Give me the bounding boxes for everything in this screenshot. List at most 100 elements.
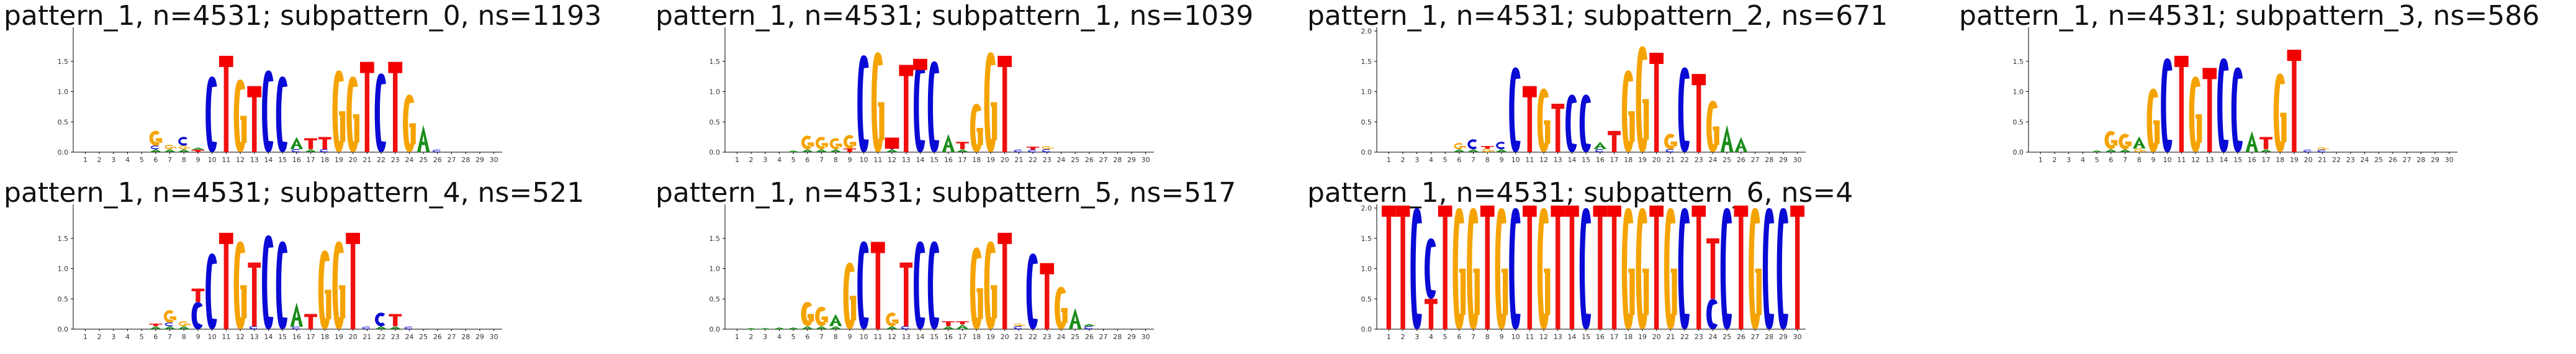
letter-t <box>1382 208 1395 329</box>
letter-g <box>2317 147 2329 150</box>
letter-a <box>163 326 176 329</box>
letter-c <box>1509 67 1521 152</box>
logo-column <box>1678 67 1690 152</box>
axes: 0.00.51.01.51 2 3 4 5 6 7 8 9 10 11 12 13 14 15 16 17 18 1… <box>58 27 502 164</box>
x-tick-label: 12 <box>1539 156 1548 164</box>
logo-column <box>1790 206 1804 329</box>
x-tick-label: 26 <box>1085 333 1094 341</box>
x-tick-label: 7 <box>168 156 172 164</box>
letter-a <box>177 326 191 329</box>
x-tick-label: 10 <box>1511 156 1520 164</box>
letter-a <box>149 326 163 329</box>
logo-stacks <box>149 55 441 153</box>
x-tick-label: 24 <box>1056 156 1065 164</box>
letter-g <box>1706 101 1719 152</box>
x-tick-label: 27 <box>1099 333 1108 341</box>
x-tick-label: 15 <box>278 156 287 164</box>
letter-t <box>220 58 233 152</box>
logo-column <box>913 58 927 152</box>
logo-column <box>1523 86 1537 152</box>
letter-g <box>801 135 814 150</box>
x-tick-label: 29 <box>1127 333 1136 341</box>
logo-column <box>1480 206 1495 329</box>
x-tick-label: 16 <box>292 333 301 341</box>
x-tick-label: 12 <box>888 156 896 164</box>
logo-column <box>1762 208 1775 329</box>
x-tick-label: 18 <box>972 156 981 164</box>
logo-stacks <box>1382 206 1804 329</box>
y-tick-label: 0.5 <box>709 118 721 126</box>
letter-t <box>1551 208 1565 329</box>
letter-a <box>2104 149 2118 152</box>
logo-column <box>219 55 233 152</box>
logo-column <box>163 145 176 152</box>
letter-g <box>2273 73 2287 152</box>
logo-column <box>374 73 387 152</box>
letter-a <box>1068 307 1082 329</box>
y-tick-label: 1.5 <box>1361 58 1372 66</box>
x-tick-label: 20 <box>1652 156 1661 164</box>
letter-g <box>970 247 983 329</box>
logo-column <box>1026 147 1040 153</box>
x-tick-label: 25 <box>1723 333 1731 341</box>
logo-column <box>871 52 885 152</box>
x-tick-label: 27 <box>1751 333 1760 341</box>
highlight-marker <box>2202 68 2217 79</box>
letter-c <box>927 61 940 152</box>
x-tick-label: 5 <box>140 156 144 164</box>
x-tick-label: 16 <box>944 156 953 164</box>
x-tick-label: 27 <box>448 156 456 164</box>
letter-c <box>1014 150 1022 153</box>
logo-column <box>1777 208 1788 329</box>
logo-column <box>1593 142 1607 153</box>
logo-column <box>1382 206 1396 329</box>
logo-panel-subpattern-5: pattern_1, n=4531; subpattern_5, ns=517 … <box>652 177 1272 354</box>
letter-c <box>2231 67 2243 152</box>
logo-column <box>1720 208 1732 329</box>
letter-c <box>1084 326 1092 330</box>
x-tick-label: 11 <box>873 156 882 164</box>
logo-column <box>262 235 274 330</box>
x-tick-label: 4 <box>777 333 781 341</box>
x-tick-label: 19 <box>335 156 343 164</box>
logo-column <box>1579 208 1592 329</box>
x-tick-label: 22 <box>377 333 385 341</box>
x-tick-label: 10 <box>2163 156 2172 164</box>
logo-column <box>1042 146 1054 153</box>
logo-column <box>304 138 317 152</box>
letter-a <box>1734 137 1748 152</box>
sequence-logo-chart: 0.00.51.01.51 2 3 4 5 6 7 8 9 10 11 12 13 14 15 16 17 18 1… <box>58 27 502 164</box>
x-tick-label: 21 <box>363 156 371 164</box>
letter-g <box>1042 146 1054 150</box>
logo-column <box>1607 206 1621 329</box>
y-tick-label: 1.5 <box>2013 58 2024 66</box>
x-tick-label: 15 <box>930 156 939 164</box>
logo-column <box>2104 130 2118 152</box>
y-tick-label: 1.5 <box>58 58 69 66</box>
logo-column <box>801 302 814 329</box>
x-tick-label: 6 <box>1457 156 1461 164</box>
x-tick-label: 8 <box>834 156 838 164</box>
letter-c <box>292 149 300 153</box>
x-tick-label: 19 <box>2290 156 2299 164</box>
x-tick-label: 6 <box>805 156 809 164</box>
x-tick-label: 24 <box>405 156 413 164</box>
logo-column <box>2119 134 2132 152</box>
x-tick-label: 13 <box>250 333 259 341</box>
x-tick-label: 9 <box>196 333 200 341</box>
x-tick-label: 25 <box>1723 156 1731 164</box>
logo-stacks <box>149 232 413 330</box>
x-tick-label: 21 <box>2318 156 2326 164</box>
logo-column <box>1593 206 1608 329</box>
letter-c <box>1028 150 1036 153</box>
x-tick-label: 27 <box>1099 156 1108 164</box>
letter-g <box>1636 46 1649 152</box>
x-tick-label: 11 <box>222 156 230 164</box>
x-tick-label: 22 <box>1029 333 1037 341</box>
logo-column <box>191 147 205 152</box>
letter-g <box>2104 130 2118 150</box>
x-tick-label: 11 <box>873 333 882 341</box>
x-tick-label: 10 <box>1511 333 1520 341</box>
x-tick-label: 25 <box>1071 333 1079 341</box>
panel-title: pattern_1, n=4531; subpattern_0, ns=1193 <box>4 0 602 32</box>
